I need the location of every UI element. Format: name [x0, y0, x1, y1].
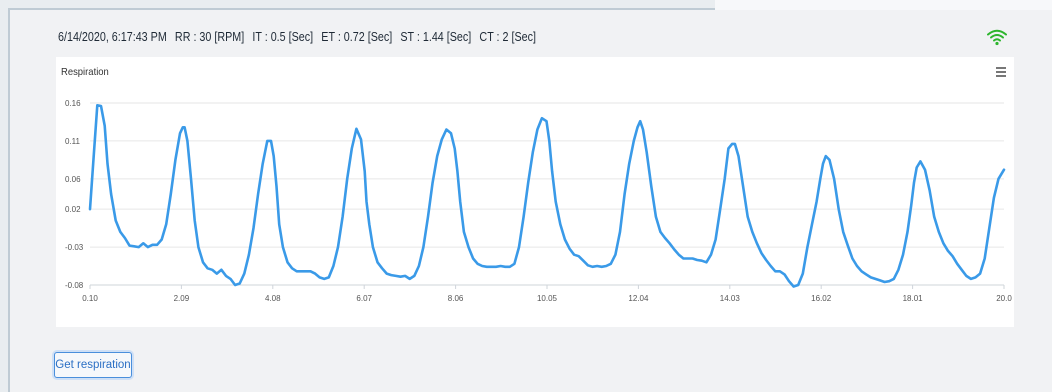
get-respiration-button[interactable]: Get respiration [54, 352, 132, 378]
x-tick-label: 0.10 [82, 294, 98, 303]
x-tick-label: 18.01 [903, 294, 924, 303]
x-tick-label: 8.06 [448, 294, 464, 303]
y-tick-label: 0.16 [65, 99, 81, 108]
y-tick-label: -0.08 [65, 281, 84, 290]
st-value: ST : 1.44 [Sec] [400, 30, 472, 44]
rr-value: RR : 30 [RPM] [174, 30, 245, 44]
y-tick-label: 0.11 [65, 137, 81, 146]
x-tick-label: 20.0 [996, 294, 1012, 303]
chart-title: Respiration [61, 66, 109, 78]
ct-value: CT : 2 [Sec] [479, 30, 536, 44]
wifi-icon [987, 29, 1007, 46]
respiration-plot: -0.08 -0.03 0.02 0.06 0.11 0.16 0.10 2.09 4.08 6.… [65, 99, 1012, 303]
hamburger-menu-icon[interactable] [996, 67, 1006, 77]
x-tick-label: 2.09 [174, 294, 190, 303]
respiration-chart: Respiration -0.08 -0.03 0.02 0.06 0.11 0.16 0.… [56, 57, 1014, 327]
x-tick-label: 12.04 [628, 294, 649, 303]
x-tick-label: 6.07 [356, 294, 372, 303]
status-line: 6/14/2020, 6:17:43 PM RR : 30 [RPM] IT :… [58, 30, 541, 44]
respiration-series-line [88, 104, 1006, 288]
y-tick-label: -0.03 [65, 243, 84, 252]
x-tick-label: 14.03 [720, 294, 741, 303]
x-tick-label: 16.02 [811, 294, 832, 303]
top-tab-strip [715, 0, 1052, 10]
x-tick-label: 10.05 [537, 294, 558, 303]
y-tick-label: 0.06 [65, 175, 81, 184]
et-value: ET : 0.72 [Sec] [321, 30, 393, 44]
timestamp: 6/14/2020, 6:17:43 PM [58, 30, 167, 44]
it-value: IT : 0.5 [Sec] [252, 30, 314, 44]
y-tick-label: 0.02 [65, 205, 81, 214]
x-tick-label: 4.08 [265, 294, 281, 303]
